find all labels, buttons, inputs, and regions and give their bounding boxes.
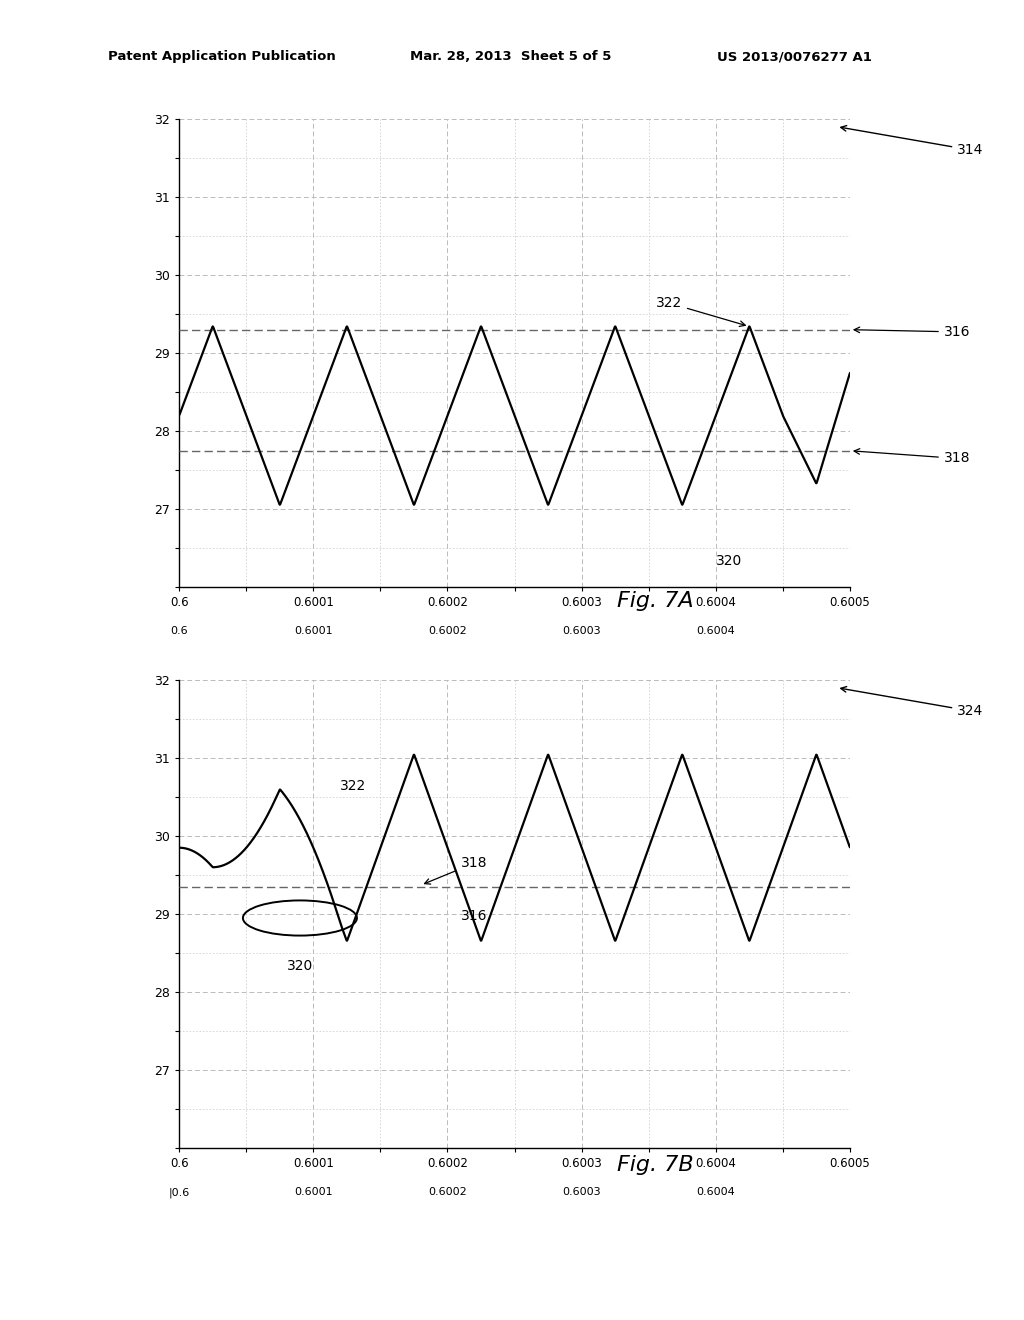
Text: 316: 316 bbox=[854, 325, 971, 339]
Text: Fig. 7A: Fig. 7A bbox=[617, 591, 693, 611]
Text: 0.6004: 0.6004 bbox=[696, 1187, 735, 1197]
Text: 0.6003: 0.6003 bbox=[562, 626, 601, 636]
Text: 0.6002: 0.6002 bbox=[428, 626, 467, 636]
Text: 0.6001: 0.6001 bbox=[294, 1187, 333, 1197]
Text: 0.6001: 0.6001 bbox=[294, 626, 333, 636]
Text: Patent Application Publication: Patent Application Publication bbox=[108, 50, 335, 63]
Text: 322: 322 bbox=[655, 296, 745, 326]
Text: 0.6004: 0.6004 bbox=[696, 626, 735, 636]
Text: 318: 318 bbox=[425, 857, 487, 884]
Text: Mar. 28, 2013  Sheet 5 of 5: Mar. 28, 2013 Sheet 5 of 5 bbox=[410, 50, 611, 63]
Text: |0.6: |0.6 bbox=[169, 1187, 189, 1197]
Text: 324: 324 bbox=[841, 686, 983, 718]
Text: US 2013/0076277 A1: US 2013/0076277 A1 bbox=[717, 50, 871, 63]
Text: 320: 320 bbox=[716, 554, 742, 568]
Text: 0.6: 0.6 bbox=[170, 626, 188, 636]
Text: Fig. 7B: Fig. 7B bbox=[617, 1155, 693, 1175]
Text: 320: 320 bbox=[287, 960, 313, 973]
Text: 316: 316 bbox=[461, 908, 487, 923]
Text: 314: 314 bbox=[841, 125, 984, 157]
Text: 318: 318 bbox=[854, 449, 971, 466]
Text: 0.6002: 0.6002 bbox=[428, 1187, 467, 1197]
Text: 0.6003: 0.6003 bbox=[562, 1187, 601, 1197]
Text: 322: 322 bbox=[340, 779, 367, 793]
